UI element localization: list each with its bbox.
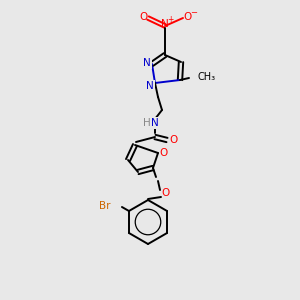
- Text: CH₃: CH₃: [197, 72, 215, 82]
- Text: O: O: [140, 12, 148, 22]
- Text: N: N: [151, 118, 159, 128]
- Text: H: H: [143, 118, 151, 128]
- Text: O: O: [183, 12, 191, 22]
- Text: N: N: [143, 58, 151, 68]
- Text: +: +: [167, 16, 173, 25]
- Text: O: O: [170, 135, 178, 145]
- Text: Br: Br: [99, 201, 111, 211]
- Text: O: O: [160, 148, 168, 158]
- Text: N: N: [161, 19, 169, 29]
- Text: −: −: [190, 8, 197, 17]
- Text: O: O: [161, 188, 169, 198]
- Text: N: N: [146, 81, 154, 91]
